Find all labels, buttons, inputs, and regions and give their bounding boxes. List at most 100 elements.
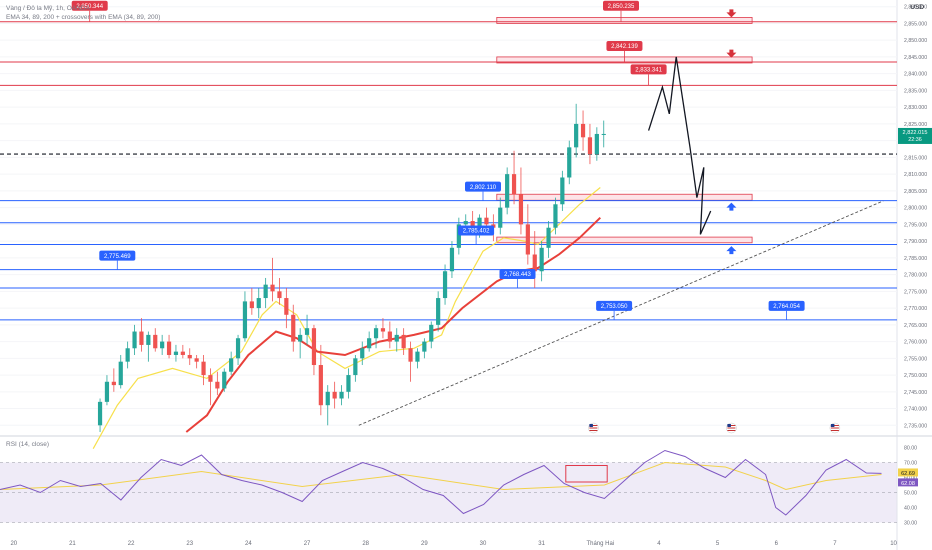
- x-tick-label: Tháng Hai: [586, 541, 614, 547]
- candle: [215, 371, 220, 396]
- price-label-box: [499, 269, 536, 279]
- candle-body: [222, 371, 227, 389]
- y-tick-label: 2,740.000: [904, 407, 927, 413]
- y-tick-label: 2,840.000: [904, 72, 927, 78]
- candle: [173, 344, 179, 362]
- candle: [277, 277, 282, 305]
- candle: [194, 354, 199, 369]
- candle: [153, 328, 158, 352]
- candle-body: [449, 247, 455, 272]
- candle: [415, 348, 420, 369]
- candle: [518, 167, 524, 235]
- candle: [318, 344, 323, 416]
- candle: [139, 318, 144, 352]
- candle-body: [594, 133, 599, 155]
- candle-body: [498, 207, 503, 228]
- y-tick-label: 2,855.000: [904, 21, 927, 27]
- candle: [442, 264, 448, 305]
- candle-body: [518, 194, 524, 225]
- resistance-zone: [496, 17, 753, 24]
- candle-body: [304, 328, 310, 335]
- currency-label[interactable]: USD: [910, 4, 924, 11]
- candle: [291, 304, 296, 352]
- rsi-readout-box: [898, 468, 918, 477]
- candle: [574, 103, 579, 158]
- candle: [387, 321, 392, 349]
- candle: [160, 334, 165, 355]
- y-tick-label: 2,770.000: [904, 306, 927, 312]
- candle: [601, 120, 606, 148]
- arrow-up-icon: [726, 202, 737, 211]
- x-tick-label: 31: [538, 541, 545, 547]
- candle-body: [394, 334, 399, 342]
- candle-body: [442, 271, 448, 299]
- y-tick-label: 2,860.000: [904, 5, 927, 11]
- candle: [222, 368, 227, 392]
- x-tick-label: 29: [421, 541, 428, 547]
- candle-body: [360, 348, 365, 359]
- y-tick-label: 2,775.000: [904, 289, 927, 295]
- candle: [546, 221, 551, 258]
- candle-body: [298, 334, 303, 342]
- y-tick-label: 2,835.000: [904, 88, 927, 94]
- candle-body: [111, 381, 116, 386]
- candle: [449, 241, 455, 278]
- x-tick-label: 21: [69, 541, 76, 547]
- current-price: 2,822.015: [903, 130, 928, 136]
- x-tick-label: 30: [480, 541, 487, 547]
- candle: [249, 288, 254, 315]
- candle: [263, 277, 268, 309]
- x-tick-label: 5: [716, 541, 720, 547]
- price-label-text: 2,833.341: [635, 68, 662, 74]
- price-label-text: 2,764.054: [773, 304, 800, 310]
- candle: [166, 334, 172, 359]
- y-tick-label: 2,800.000: [904, 206, 927, 212]
- rsi-tick-label: 70.00: [904, 461, 917, 467]
- candle-body: [332, 391, 337, 399]
- x-tick-label: 7: [833, 541, 837, 547]
- candle: [346, 368, 351, 399]
- candle-body: [277, 291, 282, 299]
- candle-body: [180, 351, 185, 355]
- y-tick-label: 2,815.000: [904, 155, 927, 161]
- candle-body: [456, 224, 461, 248]
- candle-body: [104, 381, 110, 402]
- candle: [422, 338, 427, 359]
- candle-body: [256, 298, 261, 309]
- candle-body: [270, 284, 275, 292]
- candle-body: [532, 254, 537, 272]
- candle-body: [201, 361, 206, 376]
- indicator-title: EMA 34, 89, 200 + crossovers with EMA (3…: [6, 14, 161, 21]
- candle-body: [284, 298, 289, 315]
- candle: [456, 217, 461, 255]
- candle: [125, 341, 130, 369]
- price-label-text: 2,850.235: [608, 4, 635, 10]
- candle-body: [194, 358, 199, 362]
- candle-body: [511, 174, 517, 195]
- x-tick-label: 4: [657, 541, 661, 547]
- candle-body: [249, 301, 254, 309]
- rsi-tick-label: 80.00: [904, 446, 917, 452]
- x-tick-label: 23: [186, 541, 193, 547]
- rsi-title: RSI (14, close): [6, 441, 49, 448]
- rsi-ma-line: [0, 461, 882, 491]
- y-tick-label: 2,805.000: [904, 189, 927, 195]
- candle: [235, 334, 241, 366]
- price-label-box: [596, 300, 633, 311]
- candle-body: [125, 348, 130, 362]
- candle-body: [470, 221, 475, 228]
- candle-body: [373, 328, 379, 339]
- candle-body: [484, 217, 489, 225]
- candle: [580, 110, 586, 151]
- arrow-up-icon: [726, 246, 737, 255]
- price-label-box: [99, 250, 136, 261]
- candle-body: [539, 247, 544, 272]
- candle: [553, 197, 558, 235]
- candle: [511, 150, 517, 205]
- us-flag-icon: [588, 422, 599, 434]
- y-tick-label: 2,845.000: [904, 55, 927, 61]
- candle: [367, 331, 372, 352]
- price-label-text: 2,850.344: [76, 4, 103, 10]
- price-label-box: [458, 225, 495, 236]
